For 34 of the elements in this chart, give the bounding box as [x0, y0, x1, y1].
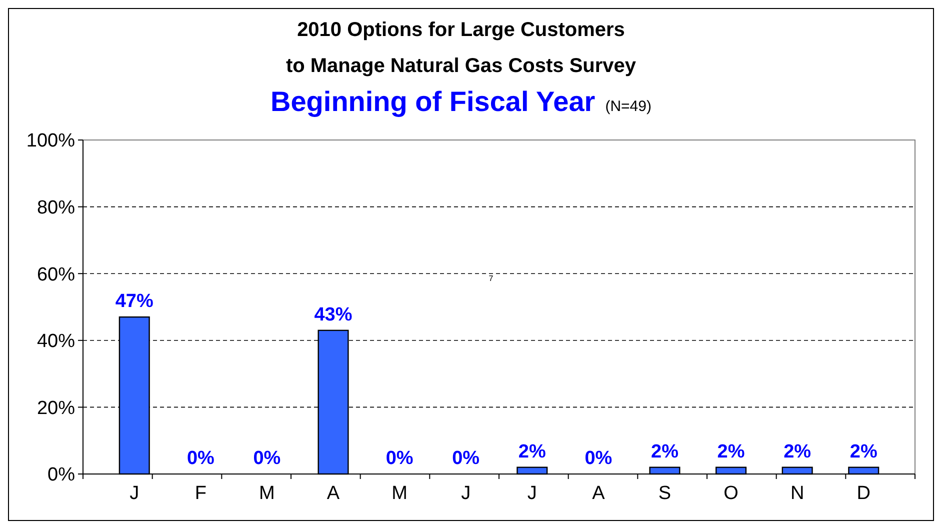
data-label: 0%: [386, 448, 414, 469]
x-tick-label: A: [326, 483, 340, 504]
data-label: 2%: [518, 441, 546, 462]
chart-title: 2010 Options for Large Customers to Manage Natural Gas Costs Survey: [286, 19, 637, 77]
x-tick-label: S: [658, 483, 672, 504]
x-tick-label: J: [130, 483, 140, 504]
chart-subtitle: Beginning of Fiscal Year: [270, 86, 596, 117]
y-tick-label: 60%: [36, 264, 76, 286]
annotation: 7: [488, 274, 494, 283]
y-tick-label: 40%: [36, 331, 76, 352]
data-label: 47%: [115, 291, 154, 312]
y-tick-label: 100%: [26, 130, 76, 152]
x-tick-label: M: [392, 483, 408, 504]
x-tick-label: O: [724, 483, 738, 504]
data-label: 2%: [850, 441, 878, 462]
x-tick-label: F: [194, 483, 206, 504]
data-label: 0%: [186, 448, 215, 469]
data-label: 2%: [784, 441, 812, 462]
x-tick-label: J: [461, 483, 471, 504]
x-tick-label: D: [856, 483, 870, 504]
data-label: 2%: [651, 441, 679, 462]
x-tick-label: N: [790, 483, 804, 504]
y-tick-label: 20%: [36, 398, 76, 419]
x-tick-label: J: [527, 483, 537, 504]
data-label: 0%: [452, 448, 480, 469]
y-tick-label: 0%: [48, 464, 76, 486]
data-label: 0%: [253, 448, 281, 469]
x-tick-label: A: [592, 483, 606, 504]
data-label: 0%: [584, 448, 612, 469]
text: (N=49): [605, 98, 652, 115]
y-tick-label: 80%: [36, 197, 76, 218]
x-tick-label: M: [259, 483, 275, 504]
data-label: 2%: [717, 441, 745, 462]
data-label: 43%: [314, 304, 352, 326]
